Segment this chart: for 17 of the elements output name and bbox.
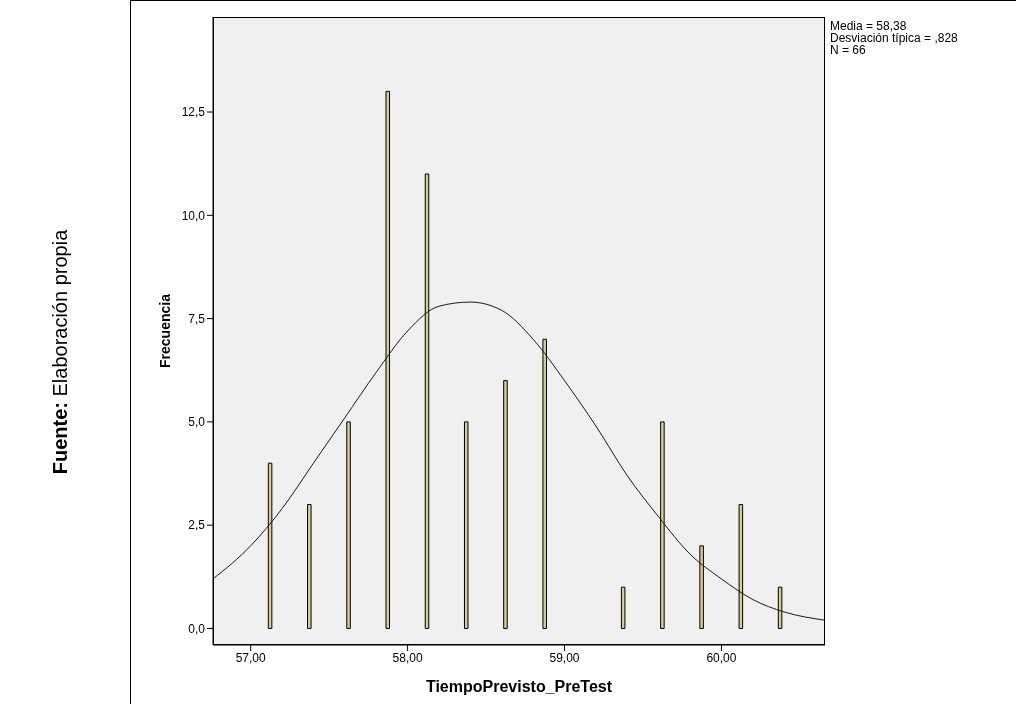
text: Desviación típica = ,828 [830, 31, 958, 45]
text: Media = 58,38 [830, 19, 908, 33]
x-tick-label: 60,00 [706, 650, 737, 665]
y-tick-label: 7,5 [188, 311, 206, 326]
source-note: Fuente: Elaboración propia [48, 229, 72, 475]
y-tick-label: 5,0 [188, 415, 206, 430]
y-axis-title: Frecuencia [156, 293, 173, 368]
text: N = 66 [830, 43, 867, 57]
x-axis-title: TiempoPrevisto_PreTest [425, 678, 613, 695]
y-tick-label: 10,0 [181, 208, 206, 223]
x-tick-label: 58,00 [392, 650, 423, 665]
x-tick-label: 57,00 [235, 650, 266, 665]
y-tick-label: 12,5 [181, 105, 206, 120]
x-tick-label: 59,00 [549, 650, 580, 665]
y-tick-label: 2,5 [188, 518, 206, 533]
line-series [213, 301, 825, 621]
y-tick-label: 0,0 [188, 621, 206, 636]
